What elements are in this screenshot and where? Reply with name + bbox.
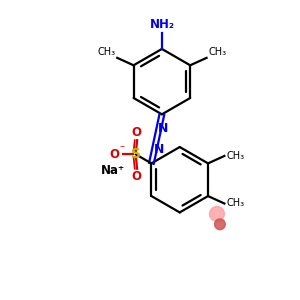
Text: CH₃: CH₃ [98,47,116,57]
Text: CH₃: CH₃ [208,47,226,57]
Text: O: O [131,126,141,139]
Text: S: S [131,148,141,161]
Text: O: O [131,170,141,183]
Circle shape [214,219,225,230]
Text: N: N [154,143,165,156]
Text: CH₃: CH₃ [226,151,244,161]
Text: N: N [158,122,169,135]
Text: CH₃: CH₃ [226,199,244,208]
Text: Na⁺: Na⁺ [101,164,125,177]
Text: O: O [110,148,120,161]
Text: NH₂: NH₂ [149,17,174,31]
Text: ⁻: ⁻ [119,144,124,154]
Circle shape [209,206,224,221]
